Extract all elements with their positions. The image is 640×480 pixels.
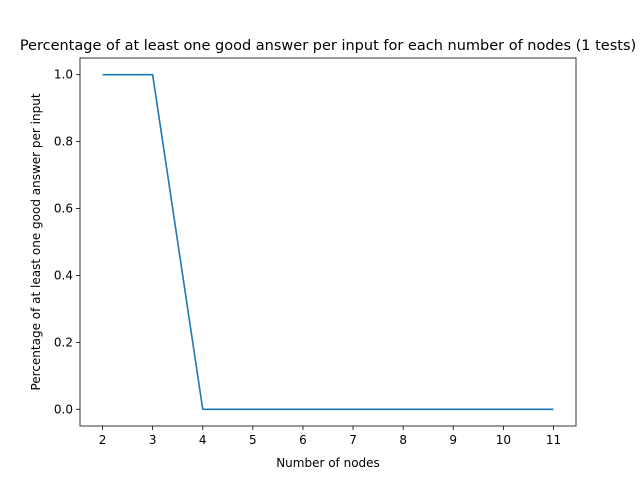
x-tick-label-2: 2 [99,433,107,447]
axes-frame [79,57,577,427]
x-tick-label-10: 10 [496,433,511,447]
y-tick-label-5: 1.0 [54,68,73,82]
x-tick-label-5: 5 [249,433,257,447]
y-tick-label-0: 0.0 [54,402,73,416]
x-axis-label: Number of nodes [276,456,380,470]
chart-title: Percentage of at least one good answer p… [20,38,636,54]
x-tick-label-3: 3 [149,433,157,447]
x-tick-label-9: 9 [449,433,457,447]
x-tick-label-7: 7 [349,433,357,447]
x-tick-label-4: 4 [199,433,207,447]
y-tick-label-4: 0.8 [54,135,73,149]
y-axis-label: Percentage of at least one good answer p… [29,93,43,390]
plot-area: 2 3 4 5 6 7 8 9 10 11 0.0 0.2 0.4 0.6 0.8 1.0 [54,57,577,447]
x-tick-label-11: 11 [546,433,561,447]
x-tick-label-8: 8 [399,433,407,447]
y-tick-label-2: 0.4 [54,268,73,282]
x-tick-label-6: 6 [299,433,307,447]
y-tick-label-3: 0.6 [54,202,73,216]
series-line-0 [102,73,554,411]
y-tick-label-1: 0.2 [54,335,73,349]
